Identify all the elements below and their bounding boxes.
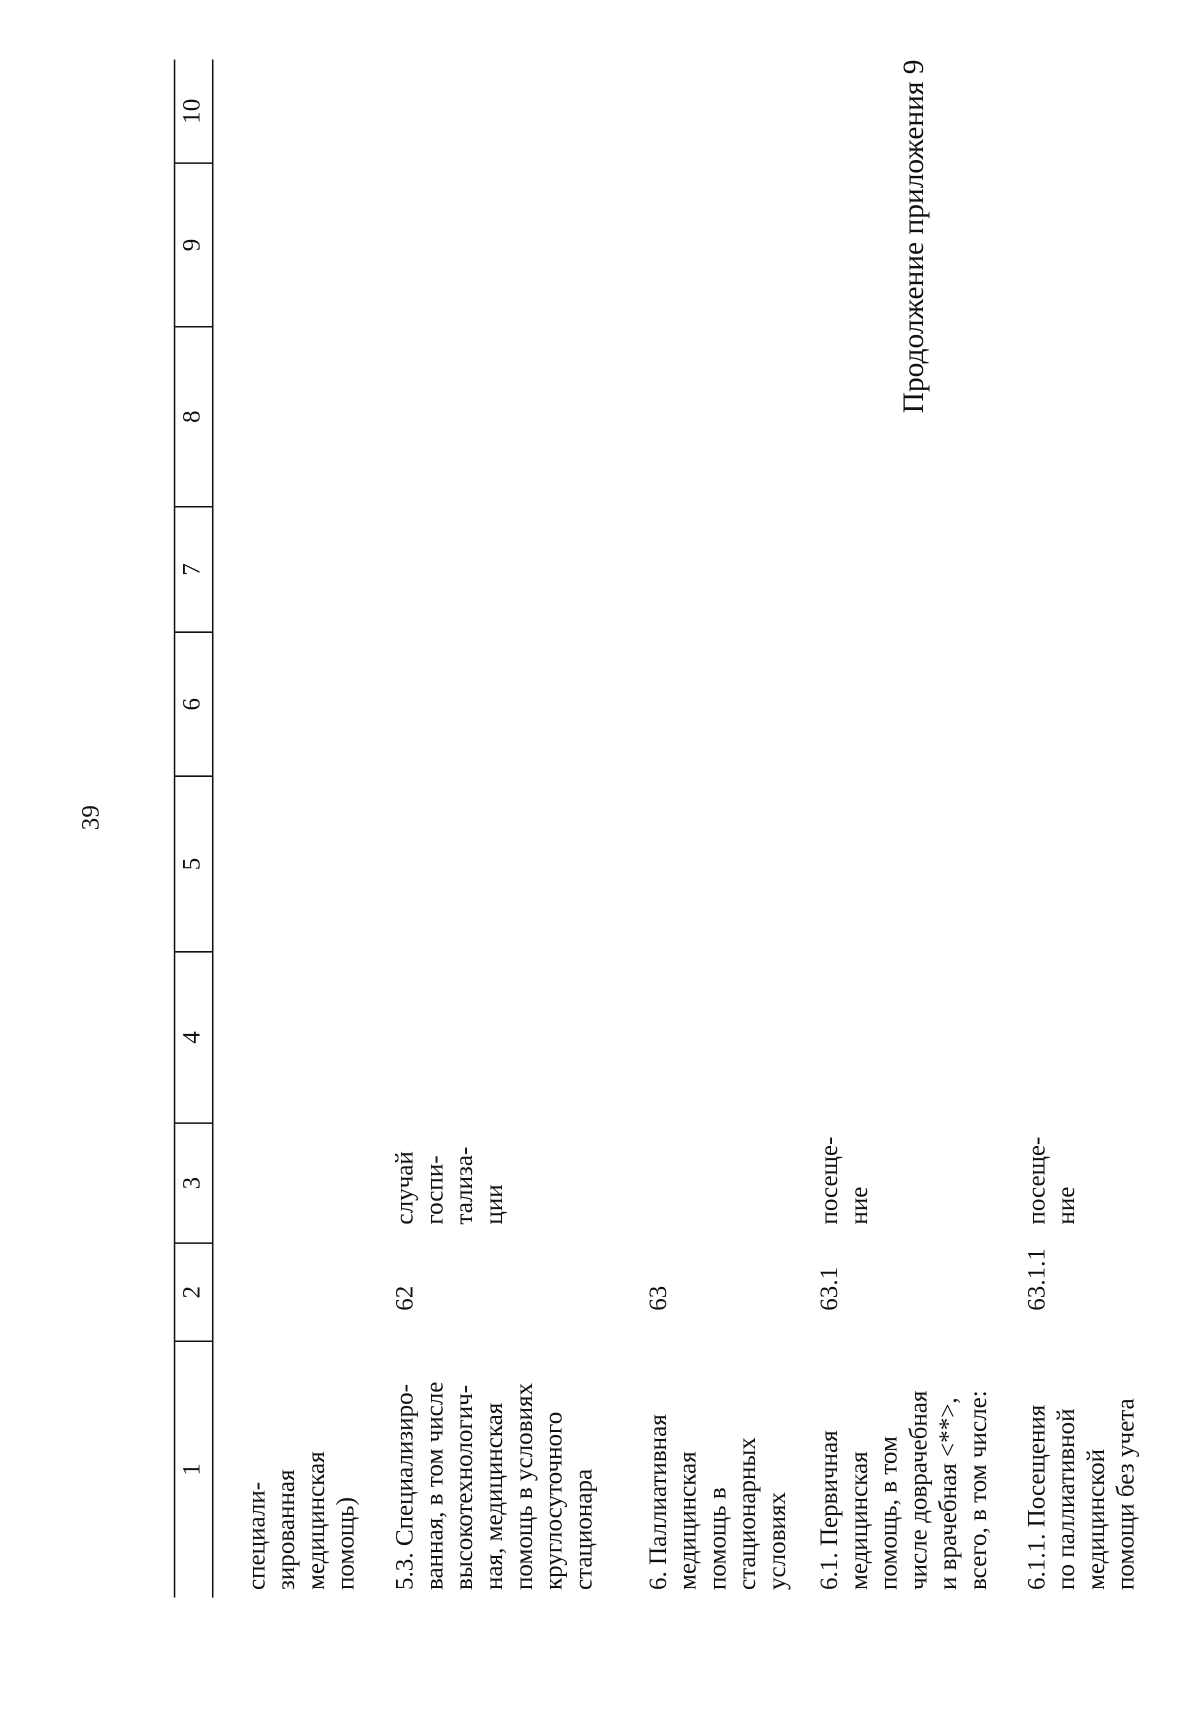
row-description: 6. Паллиативная: [645, 1414, 672, 1590]
row-description: медицинской: [1083, 1449, 1110, 1590]
row-code: 62: [392, 1286, 419, 1311]
column-number: 3: [178, 1177, 205, 1190]
column-number: 6: [178, 698, 205, 711]
page-title: Продолжение приложения 9: [898, 59, 930, 413]
row-unit: ции: [481, 1184, 508, 1224]
column-number: 1: [178, 1463, 205, 1476]
row-description: зированная: [273, 1469, 300, 1590]
row-unit: тализа-: [451, 1147, 478, 1225]
row-code: 63.1.1: [1023, 1248, 1050, 1311]
row-unit: ние: [1053, 1187, 1080, 1225]
row-description: медицинская: [303, 1451, 330, 1590]
row-description: стационара: [570, 1469, 597, 1590]
row-description: 6.1. Первичная: [816, 1430, 843, 1590]
row-unit: посеще-: [816, 1137, 843, 1225]
row-code: 63.1: [816, 1267, 843, 1311]
column-number: 2: [178, 1286, 205, 1299]
row-description: помощь в условиях: [511, 1382, 538, 1590]
column-number: 5: [178, 858, 205, 871]
row-description: высокотехнологич-: [451, 1385, 478, 1590]
row-unit: ние: [846, 1187, 873, 1225]
row-unit: госпи-: [421, 1155, 448, 1224]
column-number: 9: [178, 239, 205, 252]
row-description: медицинская: [846, 1451, 873, 1590]
row-description: помощь в: [704, 1487, 731, 1590]
row-description: и врачебная <**>,: [935, 1397, 962, 1590]
row-code: 63: [645, 1286, 672, 1311]
row-description: числе доврачебная: [905, 1390, 932, 1590]
row-description: ванная, в том числе: [421, 1382, 448, 1590]
column-number: 8: [178, 410, 205, 423]
row-description: 5.3. Специализиро-: [392, 1384, 419, 1590]
row-description: помощи без учета: [1113, 1398, 1140, 1590]
row-description: условиях: [764, 1491, 791, 1590]
row-description: стационарных: [734, 1437, 761, 1590]
rotated-page: 39 Продолжение приложения 9 1 2 3 4 5 6 7 8 9 10 с…: [77, 59, 1140, 1598]
row-description: ная, медицинская: [481, 1402, 508, 1590]
row-description: по паллиативной: [1053, 1408, 1080, 1590]
row-description: 6.1.1. Посещения: [1023, 1404, 1050, 1590]
column-number: 7: [178, 563, 205, 576]
row-description: специали-: [243, 1482, 270, 1590]
column-number: 4: [178, 1031, 205, 1044]
row-description: круглосуточного: [541, 1412, 568, 1590]
row-unit: случай: [392, 1151, 419, 1224]
row-description: помощь): [333, 1497, 360, 1590]
row-description: медицинская: [675, 1451, 702, 1590]
row-description: помощь, в том: [876, 1436, 903, 1590]
row-unit: посеще-: [1023, 1137, 1050, 1225]
page-number: 39: [77, 805, 104, 830]
column-number: 10: [178, 99, 205, 124]
row-description: всего, в том числе:: [965, 1390, 992, 1590]
